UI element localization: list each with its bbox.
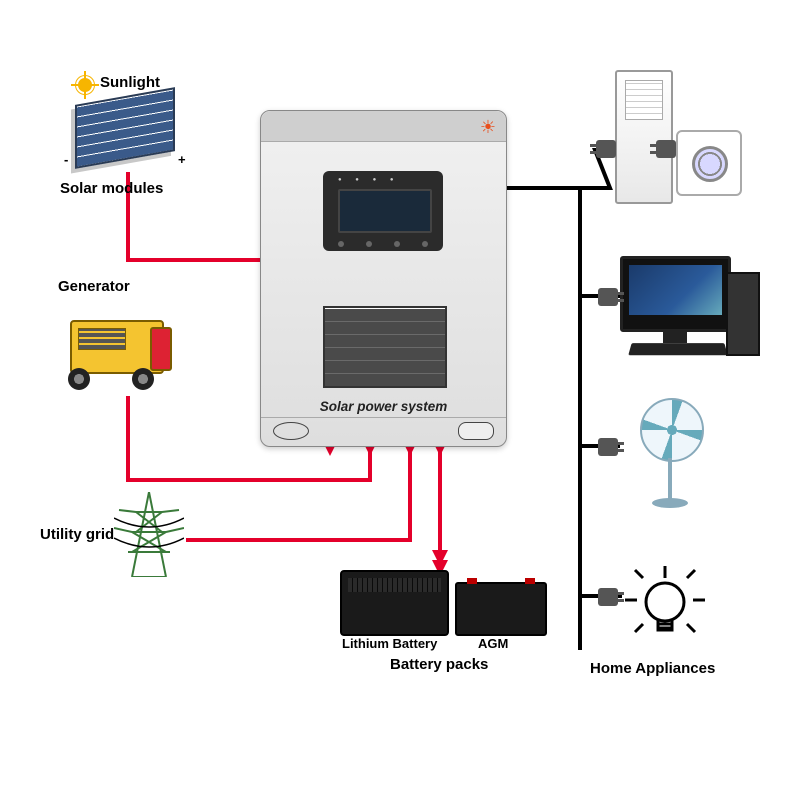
label-agm: AGM — [478, 636, 508, 651]
inverter-panel-graphic — [323, 306, 447, 388]
solar-inverter: ☀ ● ● ● ● Solar power system — [260, 110, 507, 447]
wire-grid — [186, 446, 410, 540]
cert-badge-icon — [458, 422, 494, 440]
air-conditioner-icon — [615, 70, 673, 204]
label-plus: + — [178, 152, 186, 167]
inverter-title: Solar power system — [261, 399, 506, 414]
washing-machine-icon — [676, 130, 742, 196]
plug-icon — [598, 288, 618, 306]
sun-icon — [78, 78, 92, 92]
agm-battery-icon — [455, 582, 547, 636]
label-home-appliances: Home Appliances — [590, 660, 715, 677]
keyboard-icon — [628, 343, 727, 355]
solar-module-icon — [75, 87, 175, 169]
label-solar-modules: Solar modules — [60, 180, 163, 197]
label-minus: - — [64, 152, 68, 167]
label-sunlight: Sunlight — [100, 74, 160, 91]
lithium-battery-icon — [340, 570, 449, 636]
sun-logo-icon: ☀ — [480, 117, 496, 138]
sine-wave-badge-icon — [273, 422, 309, 440]
pc-tower-icon — [726, 272, 760, 356]
desk-fan-icon — [620, 398, 710, 518]
label-generator: Generator — [58, 278, 130, 295]
plug-icon — [598, 588, 618, 606]
plug-icon — [656, 140, 676, 158]
plug-icon — [596, 140, 616, 158]
label-lithium: Lithium Battery — [342, 636, 437, 651]
light-bulb-icon — [625, 560, 705, 650]
generator-icon — [60, 300, 180, 390]
computer-monitor-icon — [620, 256, 731, 332]
plug-icon — [598, 438, 618, 456]
inverter-display: ● ● ● ● — [323, 171, 443, 251]
wire-output-trunk — [506, 188, 580, 650]
utility-pylon-icon — [114, 492, 184, 577]
label-battery-packs: Battery packs — [390, 656, 488, 673]
label-utility-grid: Utility grid — [40, 526, 114, 543]
